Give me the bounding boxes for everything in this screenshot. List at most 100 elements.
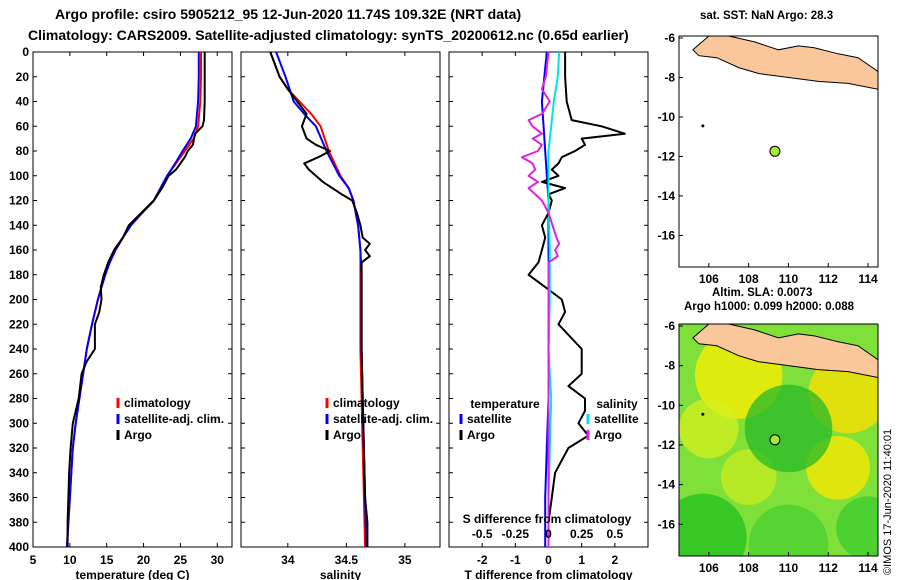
panel-frame-salinity bbox=[240, 51, 441, 548]
secondary-tick-label: -0.5 bbox=[472, 527, 493, 541]
y-tick-label: 20 bbox=[16, 70, 30, 84]
x-axis-label: T difference from climatology bbox=[464, 568, 632, 580]
y-tick-label: 400 bbox=[9, 540, 29, 554]
sla-blob bbox=[679, 493, 747, 556]
series-line-satellite-adj-clim- bbox=[65, 52, 200, 548]
secondary-tick-label: -0.25 bbox=[502, 527, 530, 541]
secondary-axis-label: S difference from climatology bbox=[463, 512, 632, 526]
y-tick-label: 160 bbox=[9, 243, 29, 257]
map-x-tick-label: 110 bbox=[779, 561, 799, 575]
x-tick-label: 20 bbox=[137, 553, 151, 567]
java-landmass bbox=[692, 324, 878, 379]
imos-stamp: ©IMOS 17-Jun-2020 11:40:01 bbox=[882, 428, 894, 575]
map-top-label: sat. SST: NaN Argo: 28.3 bbox=[700, 10, 834, 22]
map-top: -6 -8 -10 -12 -14 -16 106 108 110 112 114 bbox=[658, 31, 879, 286]
map-x-tick-label: 108 bbox=[739, 561, 759, 575]
x-axis-label: salinity bbox=[320, 568, 362, 580]
panel-salinity: 34 34.5 35 salinity climatology satellite-adj… bbox=[240, 51, 441, 580]
map-y-tick-label: -14 bbox=[658, 189, 676, 203]
map-y-tick-label: -10 bbox=[658, 398, 676, 412]
legend-title-temperature: temperature bbox=[470, 397, 540, 411]
map-y-tick-label: -8 bbox=[664, 359, 675, 373]
map-y-tick-label: -6 bbox=[664, 319, 675, 333]
sla-blob bbox=[679, 398, 739, 459]
y-tick-label: 0 bbox=[22, 45, 29, 59]
y-tick-label: 320 bbox=[9, 441, 29, 455]
legend-label: climatology bbox=[124, 396, 191, 410]
y-tick-label: 140 bbox=[9, 218, 29, 232]
x-axis-label: temperature (deg C) bbox=[75, 568, 189, 580]
x-tick-label: -1 bbox=[510, 553, 521, 567]
series-line-temperature-argo bbox=[527, 52, 626, 547]
legend-label: Argo bbox=[333, 428, 361, 442]
sla-blob bbox=[744, 384, 833, 473]
legend-label: Argo bbox=[467, 428, 495, 442]
legend-label: Argo bbox=[594, 428, 622, 442]
y-tick-label: 100 bbox=[9, 169, 29, 183]
x-tick-label: 0 bbox=[545, 553, 552, 567]
map-frame-bottom bbox=[678, 323, 879, 557]
legend-label: satellite bbox=[594, 412, 639, 426]
x-tick-label: 15 bbox=[100, 553, 114, 567]
map-x-tick-label: 106 bbox=[699, 561, 719, 575]
map-y-tick-label: -8 bbox=[664, 70, 675, 84]
x-tick-label: 30 bbox=[211, 553, 225, 567]
map-x-tick-label: 112 bbox=[819, 272, 839, 286]
panel-frame-temperature bbox=[32, 51, 233, 548]
x-tick-label: 25 bbox=[174, 553, 188, 567]
title-line-2: Climatology: CARS2009. Satellite-adjuste… bbox=[28, 27, 629, 43]
map-y-tick-label: -16 bbox=[658, 517, 676, 531]
x-tick-label: 35 bbox=[398, 553, 412, 567]
secondary-tick-label: 0 bbox=[545, 527, 552, 541]
x-tick-label: 34.5 bbox=[335, 553, 359, 567]
map-frame-top bbox=[678, 35, 879, 268]
y-tick-label: 240 bbox=[9, 342, 29, 356]
y-tick-label: 280 bbox=[9, 392, 29, 406]
x-tick-label: -2 bbox=[477, 553, 488, 567]
x-tick-label: 5 bbox=[30, 553, 37, 567]
legend-label: Argo bbox=[124, 428, 152, 442]
y-tick-label: 80 bbox=[16, 144, 30, 158]
map-y-tick-label: -16 bbox=[658, 228, 676, 242]
x-tick-label: 34 bbox=[281, 553, 295, 567]
argo-float-marker bbox=[769, 434, 781, 446]
series-line-argo bbox=[269, 51, 371, 547]
map-y-tick-label: -10 bbox=[658, 110, 676, 124]
series-line-salinity-argo bbox=[521, 51, 561, 547]
map-content-top bbox=[679, 36, 878, 267]
y-tick-label: 260 bbox=[9, 367, 29, 381]
series-line-salinity-satellite bbox=[547, 51, 561, 547]
map-content-bottom bbox=[679, 324, 878, 556]
legend-label: satellite-adj. clim. bbox=[124, 412, 224, 426]
map-x-tick-label: 114 bbox=[858, 561, 878, 575]
y-tick-label: 200 bbox=[9, 293, 29, 307]
y-tick-label: 180 bbox=[9, 268, 29, 282]
y-tick-label: 360 bbox=[9, 491, 29, 505]
y-tick-label: 340 bbox=[9, 466, 29, 480]
map-bottom-label-1: Altim. SLA: 0.0073 bbox=[712, 287, 813, 299]
legend-label: satellite-adj. clim. bbox=[333, 412, 433, 426]
argo-float-marker bbox=[769, 145, 781, 157]
sla-blob bbox=[836, 496, 878, 556]
y-tick-label: 40 bbox=[16, 95, 30, 109]
y-tick-label: 300 bbox=[9, 416, 29, 430]
map-y-tick-label: -12 bbox=[658, 149, 676, 163]
legend-label: climatology bbox=[333, 396, 400, 410]
secondary-tick-label: 0.5 bbox=[606, 527, 623, 541]
x-tick-label: 1 bbox=[578, 553, 585, 567]
christmas-island bbox=[701, 124, 705, 128]
y-tick-label: 60 bbox=[16, 119, 30, 133]
map-bottom-label-2: Argo h1000: 0.099 h2000: 0.088 bbox=[684, 301, 855, 313]
map-y-tick-label: -12 bbox=[658, 438, 676, 452]
y-tick-label: 220 bbox=[9, 317, 29, 331]
x-tick-label: 10 bbox=[63, 553, 77, 567]
y-tick-label: 380 bbox=[9, 515, 29, 529]
sla-blob bbox=[748, 504, 829, 556]
x-tick-label: 2 bbox=[611, 553, 618, 567]
panel-temperature: 0 20 40 60 80 100 120 140 160 180 200 220 240 260 280 3… bbox=[9, 45, 233, 580]
title-line-1: Argo profile: csiro 5905212_95 12-Jun-20… bbox=[55, 6, 522, 22]
java-landmass bbox=[692, 36, 878, 90]
map-x-tick-label: 106 bbox=[699, 272, 719, 286]
map-x-tick-label: 114 bbox=[858, 272, 878, 286]
